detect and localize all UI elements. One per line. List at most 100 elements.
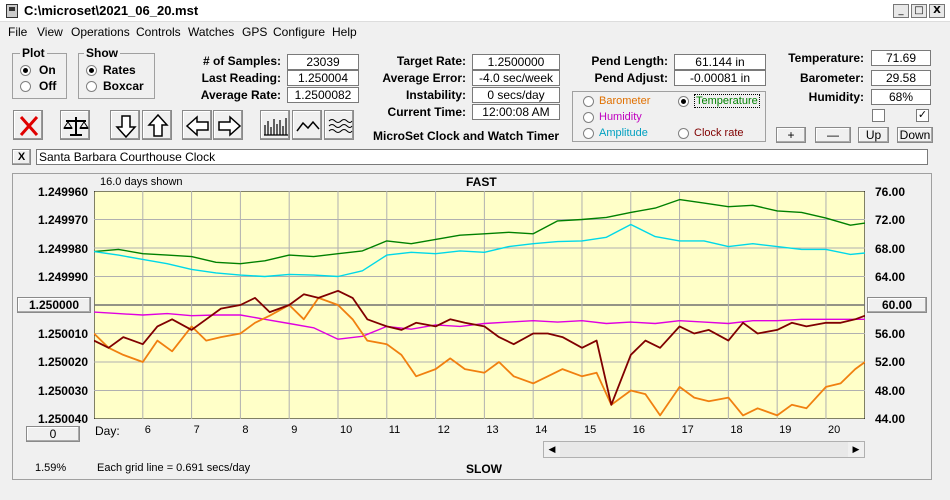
show-group-title: Show xyxy=(84,46,120,60)
y-right-tick: 76.00 xyxy=(875,185,906,199)
overlay-barometer-label: Barometer xyxy=(599,95,651,107)
average-error-field: -4.0 sec/week xyxy=(472,70,560,86)
x-tick-label: 14 xyxy=(535,424,548,436)
overlay-humidity-radio[interactable] xyxy=(583,112,594,123)
x-tick-label: 8 xyxy=(242,424,249,436)
x-tick-label: 15 xyxy=(583,424,597,436)
bar-graph-button[interactable] xyxy=(260,110,290,140)
sensor-checkbox-1[interactable] xyxy=(872,109,885,122)
arrow-down-icon xyxy=(115,115,137,139)
humidity-field: 68% xyxy=(871,89,931,105)
close-window-button[interactable]: X xyxy=(929,4,945,18)
scale-minus-button[interactable]: — xyxy=(815,127,851,143)
x-tick-label: 12 xyxy=(437,424,450,436)
average-rate-field: 1.2500082 xyxy=(287,87,359,103)
maximize-button[interactable]: □ xyxy=(911,4,927,18)
scroll-right-arrow[interactable]: ▶ xyxy=(848,442,864,457)
show-rates-label: Rates xyxy=(103,63,136,77)
x-tick-label: 6 xyxy=(144,424,151,436)
y-left-center-button[interactable]: 1.250000 xyxy=(17,297,91,313)
current-time-field: 12:00:08 AM xyxy=(472,104,560,120)
menu-gps[interactable]: GPS xyxy=(242,25,268,39)
menu-operations[interactable]: Operations xyxy=(71,25,130,39)
move-left-button[interactable] xyxy=(182,110,212,140)
balance-button[interactable] xyxy=(60,110,90,140)
clear-clock-button[interactable]: X xyxy=(12,149,31,165)
x-tick-label: 13 xyxy=(486,424,499,436)
y-left-bottom-button[interactable]: 0 xyxy=(26,426,80,442)
target-rate-label: Target Rate: xyxy=(396,54,466,68)
move-up-button[interactable] xyxy=(142,110,172,140)
x-tick-label: 7 xyxy=(193,424,200,436)
move-right-button[interactable] xyxy=(213,110,243,140)
menu-controls[interactable]: Controls xyxy=(136,25,181,39)
y-left-tick: 1.249990 xyxy=(37,270,88,284)
y-left-tick: 1.250040 xyxy=(37,412,88,426)
y-right-tick: 52.00 xyxy=(875,355,906,369)
instability-label: Instability: xyxy=(405,88,466,102)
overlay-amplitude-radio[interactable] xyxy=(583,128,594,139)
sensor-checkbox-2[interactable]: ✓ xyxy=(916,109,929,122)
time-scrollbar[interactable]: ◀ ▶ xyxy=(543,441,865,458)
plot-off-radio[interactable] xyxy=(20,81,31,92)
x-tick-label: 18 xyxy=(730,424,743,436)
arrow-left-icon xyxy=(185,115,209,137)
scroll-left-arrow[interactable]: ◀ xyxy=(544,442,560,457)
title-bar: C:\microset\2021_06_20.mst _ □ X xyxy=(0,0,950,22)
menu-configure[interactable]: Configure xyxy=(273,25,326,39)
pend-length-field[interactable]: 61.144 in xyxy=(674,54,766,70)
overlay-temperature-label: Temperature xyxy=(694,94,760,108)
pend-length-label: Pend Length: xyxy=(591,54,668,68)
menu-bar: File View Operations Controls Watches GP… xyxy=(0,23,950,41)
overlay-barometer-radio[interactable] xyxy=(583,96,594,107)
scale-down-button[interactable]: Down xyxy=(897,127,933,143)
target-rate-field[interactable]: 1.2500000 xyxy=(472,54,560,70)
arrow-up-icon xyxy=(147,113,169,137)
show-boxcar-label: Boxcar xyxy=(103,79,144,93)
temperature-label: Temperature: xyxy=(788,51,864,65)
app-icon xyxy=(6,4,18,18)
arrow-right-icon xyxy=(218,115,242,137)
average-rate-label: Average Rate: xyxy=(200,88,281,102)
x-tick-label: 20 xyxy=(827,424,841,436)
wave-graph-icon xyxy=(328,119,353,133)
menu-file[interactable]: File xyxy=(8,25,28,39)
series-line xyxy=(94,289,865,406)
temperature-field: 71.69 xyxy=(871,50,931,66)
humidity-label: Humidity: xyxy=(808,90,864,104)
x-tick-label: 10 xyxy=(339,424,353,436)
fast-label: FAST xyxy=(466,175,497,189)
menu-help[interactable]: Help xyxy=(332,25,357,39)
y-right-center-button[interactable]: 60.00 xyxy=(867,297,927,313)
instability-field: 0 secs/day xyxy=(472,87,560,103)
overlay-humidity-label: Humidity xyxy=(599,111,642,123)
overlay-temperature-radio[interactable] xyxy=(678,96,689,107)
stop-button[interactable] xyxy=(13,110,43,140)
pend-adjust-label: Pend Adjust: xyxy=(594,71,668,85)
wave-graph-button[interactable] xyxy=(324,110,354,140)
plot-on-radio[interactable] xyxy=(20,65,31,76)
move-down-button[interactable] xyxy=(110,110,140,140)
minimize-button[interactable]: _ xyxy=(893,4,909,18)
x-tick-label: 17 xyxy=(681,424,694,436)
menu-watches[interactable]: Watches xyxy=(188,25,235,39)
bar-graph-icon xyxy=(264,118,288,136)
show-rates-radio[interactable] xyxy=(86,65,97,76)
samples-label: # of Samples: xyxy=(202,54,281,68)
scale-plus-button[interactable]: + xyxy=(776,127,806,143)
x-tick-label: 11 xyxy=(388,424,401,436)
menu-view[interactable]: View xyxy=(37,25,63,39)
clock-name-field[interactable]: Santa Barbara Courthouse Clock xyxy=(36,149,928,165)
x-tick-label: 9 xyxy=(291,424,298,436)
show-boxcar-radio[interactable] xyxy=(86,81,97,92)
line-graph-button[interactable] xyxy=(292,110,322,140)
y-right-tick: 56.00 xyxy=(875,327,906,341)
y-left-tick: 1.249980 xyxy=(37,242,88,256)
x-tick-label: 16 xyxy=(632,424,646,436)
average-error-label: Average Error: xyxy=(382,71,466,85)
scale-up-button[interactable]: Up xyxy=(858,127,889,143)
percent-label: 1.59% xyxy=(35,462,67,474)
overlay-clock-rate-radio[interactable] xyxy=(678,128,689,139)
series-line xyxy=(94,198,865,265)
days-shown-label: 16.0 days shown xyxy=(100,176,183,188)
